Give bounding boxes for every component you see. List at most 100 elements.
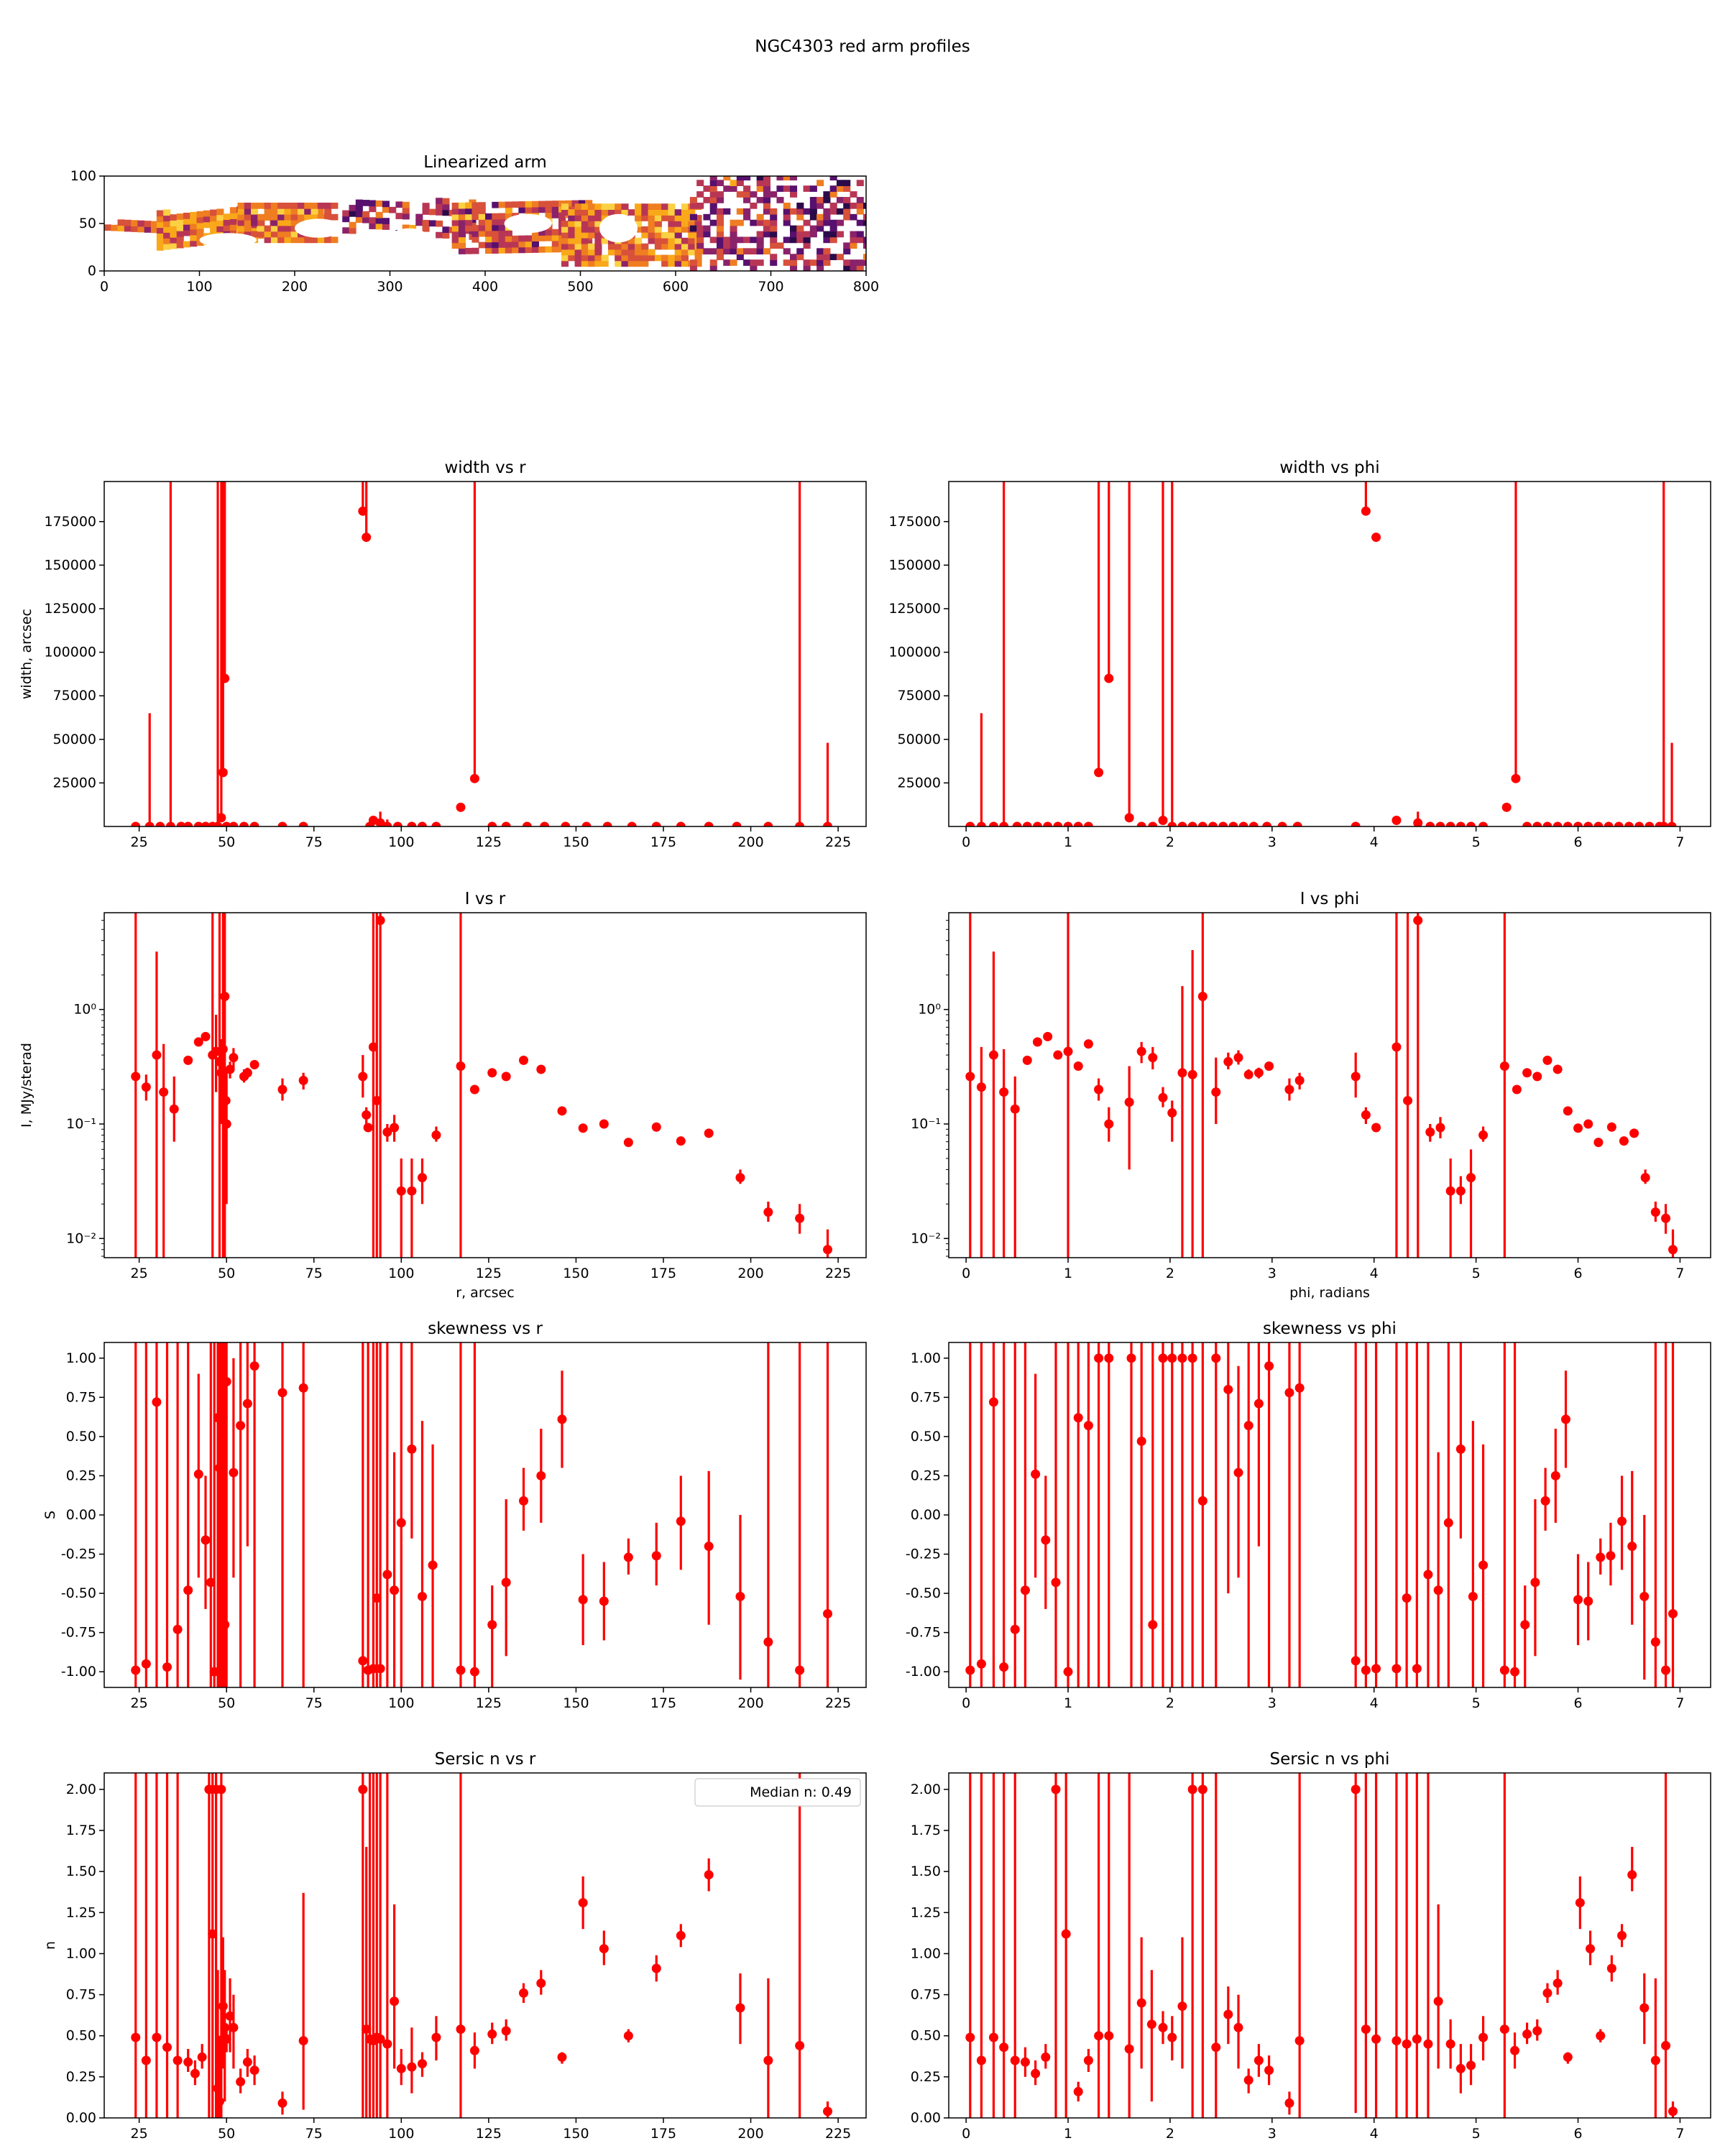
arm-pixel: [627, 249, 635, 256]
arm-pixel: [736, 208, 744, 215]
arm-pixel: [863, 242, 866, 249]
panel-title: skewness vs r: [428, 1319, 543, 1338]
y-tick-label: 1.75: [911, 1823, 941, 1838]
arm-pixel: [284, 231, 292, 238]
arm-pixel: [790, 254, 798, 260]
data-point: [1104, 2031, 1114, 2041]
data-point: [190, 2068, 200, 2078]
data-point: [1010, 1104, 1020, 1114]
arm-pixel: [342, 210, 350, 217]
arm-pixel: [277, 202, 285, 209]
data-point: [1187, 1069, 1197, 1079]
data-point: [1053, 1050, 1063, 1060]
data-point: [1423, 1570, 1433, 1580]
plot-frame: [948, 912, 1711, 1258]
data-point: [1063, 1046, 1073, 1056]
arm-pixel: [277, 236, 285, 244]
data-point: [1284, 1084, 1294, 1095]
arm-pixel: [635, 209, 643, 216]
data-point: [602, 821, 612, 826]
arm-pixel: [654, 203, 662, 210]
arm-pixel: [581, 249, 589, 256]
arm-pixel: [531, 241, 539, 247]
y-tick-label: 0.75: [66, 1389, 96, 1405]
arm-pixel: [850, 202, 857, 209]
arm-pixel: [317, 213, 325, 221]
arm-pixel: [661, 260, 669, 267]
data-point: [213, 821, 223, 826]
panel-title: Linearized arm: [423, 153, 547, 172]
data-point: [221, 1377, 231, 1387]
data-point: [623, 2031, 633, 2041]
x-tick-label: 5: [1472, 1266, 1481, 1281]
arm-pixel: [229, 218, 237, 225]
arm-pixel: [654, 231, 662, 239]
arm-pixel: [244, 231, 252, 238]
data-point: [1361, 2024, 1371, 2035]
arm-pixel: [716, 191, 724, 198]
arm-pixel: [163, 209, 171, 216]
x-tick-label: 125: [476, 2126, 502, 2142]
data-point: [1083, 2055, 1093, 2065]
y-tick-label: 50000: [53, 732, 96, 747]
y-axis: 0.00 0.25 0.50 0.75 1.00 1.25 1.50 1.75 2.00 n: [42, 1782, 104, 2126]
x-tick-label: 1: [1064, 2126, 1072, 2142]
data-point: [1158, 1092, 1168, 1102]
data-point: [1124, 2044, 1134, 2054]
arm-pixel: [402, 207, 410, 214]
arm-pixel: [561, 226, 569, 233]
data-point: [1522, 821, 1532, 826]
arm-pixel: [531, 201, 539, 208]
arm-pixel: [689, 265, 697, 271]
arm-pixel: [428, 208, 436, 216]
arm-pixel: [621, 203, 629, 210]
arm-pixel: [581, 226, 589, 233]
data-point: [1530, 1577, 1540, 1588]
data-point: [1532, 1072, 1542, 1082]
arm-pixel: [442, 203, 450, 211]
data-point: [358, 1656, 368, 1666]
arm-pixel: [216, 226, 224, 232]
x-tick-label: 200: [737, 1695, 763, 1711]
arm-pixel: [355, 205, 363, 212]
arm-pixel: [478, 230, 486, 237]
arm-pixel: [621, 243, 629, 250]
data-point: [1540, 1496, 1550, 1506]
arm-pixel: [823, 231, 831, 238]
arm-pixel: [863, 259, 866, 266]
arm-pixel: [803, 259, 811, 266]
y-tick-label: 75000: [898, 688, 941, 704]
arm-pixel: [641, 209, 649, 216]
arm-pixel: [776, 197, 784, 203]
arm-pixel: [551, 201, 559, 207]
arm-pixel: [342, 216, 350, 223]
data-point: [1371, 1664, 1381, 1674]
data-point: [1552, 1064, 1563, 1074]
panel-skew_r: skewness vs r 25 50 75 100 125 150 175 200 225 -1.…: [42, 1319, 867, 1711]
arm-pixel: [648, 254, 656, 262]
data-point: [1223, 1384, 1233, 1394]
x-tick-label: 175: [650, 834, 676, 850]
arm-pixel: [743, 248, 751, 255]
data-point: [999, 821, 1009, 826]
arm-pixel: [803, 231, 811, 238]
arm-pixel: [210, 209, 218, 216]
arm-pixel: [505, 236, 512, 242]
arm-pixel: [290, 219, 298, 226]
arm-pixel: [216, 214, 224, 221]
y-tick-label: 0.25: [66, 2069, 96, 2085]
arm-pixel: [465, 208, 473, 215]
data-point: [407, 1186, 417, 1196]
data-point: [676, 1516, 686, 1526]
data-point: [141, 1659, 151, 1669]
arm-pixel: [297, 208, 305, 215]
arm-pixel: [190, 240, 198, 247]
arm-pixel: [257, 219, 265, 226]
figure-title: NGC4303 red arm profiles: [755, 37, 970, 56]
arm-pixel: [183, 213, 191, 219]
arm-pixel: [568, 209, 576, 216]
arm-pixel: [750, 219, 758, 226]
arm-pixel: [545, 206, 553, 213]
data-point: [1593, 1138, 1604, 1148]
data-point: [578, 1123, 588, 1133]
